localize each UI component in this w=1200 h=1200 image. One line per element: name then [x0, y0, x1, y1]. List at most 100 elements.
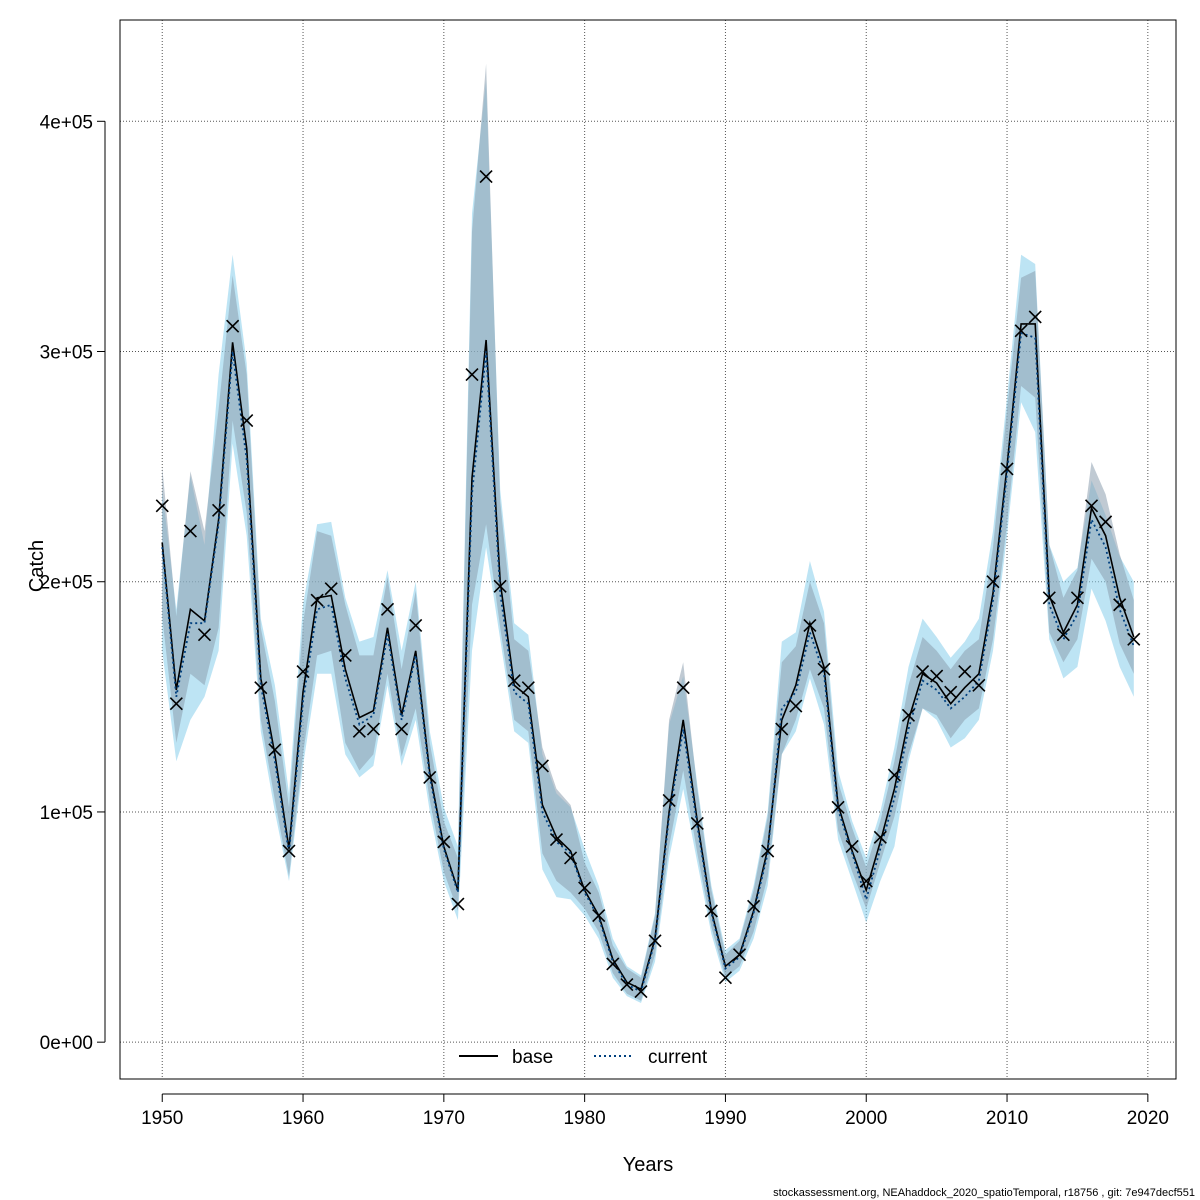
x-tick-label-1960: 1960 — [282, 1108, 324, 1129]
observed-marker-stroke-b — [887, 768, 901, 782]
observed-marker-stroke-b — [395, 722, 409, 736]
observed-marker-stroke-b — [1113, 598, 1127, 612]
observed-marker-1978 — [549, 833, 564, 847]
observed-marker-stroke-b — [634, 984, 648, 999]
observed-marker-2018 — [1113, 598, 1127, 612]
observed-marker-stroke-b — [620, 978, 634, 992]
x-tick-label-1950: 1950 — [141, 1108, 183, 1129]
observed-marker-1981 — [592, 908, 606, 923]
observed-marker-1966 — [380, 602, 395, 616]
legend: base current — [459, 1047, 708, 1068]
observed-marker-2014 — [1056, 628, 1070, 642]
observed-marker-1972 — [465, 367, 479, 382]
observed-marker-1951 — [169, 697, 183, 711]
observed-marker-stroke-b — [535, 759, 549, 773]
observed-marker-stroke-b — [240, 414, 254, 428]
observed-marker-2012 — [1028, 310, 1042, 324]
observed-marker-stroke-b — [817, 662, 831, 676]
observed-marker-1969 — [423, 770, 437, 784]
legend-base-label: base — [512, 1047, 553, 1068]
observed-marker-stroke-b — [197, 628, 212, 642]
observed-marker-2019 — [1127, 632, 1141, 646]
x-tick-label-2000: 2000 — [845, 1108, 887, 1129]
observed-marker-stroke-b — [310, 593, 324, 607]
footer-credit: stockassessment.org, NEAhaddock_2020_spa… — [773, 1187, 1195, 1199]
observed-marker-1998 — [831, 800, 845, 814]
observed-marker-stroke-b — [155, 499, 169, 513]
observed-marker-1999 — [845, 839, 859, 854]
y-tick-label-2: 2e+05 — [40, 573, 93, 594]
observed-marker-stroke-b — [338, 648, 352, 662]
observed-marker-1968 — [409, 618, 423, 633]
observed-marker-1961 — [310, 593, 324, 607]
observed-marker-1960 — [296, 664, 310, 679]
observed-marker-stroke-b — [1028, 310, 1042, 324]
observed-marker-2016 — [1084, 499, 1099, 513]
observed-marker-stroke-b — [944, 685, 958, 699]
observed-marker-1954 — [211, 503, 226, 517]
y-tick-label-0: 0e+00 — [40, 1033, 93, 1054]
observed-marker-1962 — [324, 582, 338, 596]
observed-marker-stroke-b — [845, 839, 859, 854]
observed-marker-2002 — [887, 768, 901, 782]
observed-marker-1975 — [507, 674, 521, 688]
observed-marker-stroke-b — [423, 770, 437, 784]
observed-marker-1984 — [634, 984, 648, 999]
observed-marker-2009 — [986, 575, 1000, 589]
observed-marker-stroke-b — [254, 681, 268, 695]
observed-marker-stroke-b — [761, 844, 775, 858]
observed-marker-1973 — [479, 169, 493, 184]
observed-marker-1985 — [648, 934, 662, 948]
observed-marker-1993 — [761, 844, 775, 858]
observed-marker-1955 — [226, 319, 240, 333]
observed-marker-stroke-b — [1099, 515, 1113, 529]
observed-marker-1964 — [352, 724, 366, 738]
observed-marker-1965 — [366, 722, 381, 736]
observed-marker-1977 — [535, 759, 549, 773]
observed-marker-1983 — [620, 978, 634, 992]
observed-marker-stroke-b — [1084, 499, 1099, 513]
series-lines — [161, 323, 1135, 993]
observed-marker-1967 — [395, 722, 409, 736]
observed-marker-stroke-b — [732, 948, 747, 962]
observed-marker-1980 — [578, 881, 592, 895]
x-tick-label-1990: 1990 — [704, 1108, 746, 1129]
x-tick-label-2020: 2020 — [1127, 1108, 1169, 1129]
observed-marker-stroke-b — [930, 669, 944, 683]
observed-marker-1958 — [268, 743, 282, 757]
observed-marker-stroke-b — [493, 579, 507, 593]
x-tick-label-1970: 1970 — [423, 1108, 465, 1129]
observed-marker-stroke-b — [718, 971, 733, 985]
observed-marker-stroke-b — [803, 618, 817, 633]
observed-marker-1988 — [690, 816, 704, 831]
observed-marker-stroke-b — [578, 881, 592, 895]
observed-marker-stroke-b — [915, 664, 930, 679]
observed-marker-1992 — [747, 899, 761, 913]
observed-marker-1976 — [521, 681, 535, 695]
observed-marker-1986 — [662, 793, 676, 808]
observed-marker-stroke-b — [1127, 632, 1141, 646]
observed-marker-stroke-b — [747, 899, 761, 913]
observed-marker-stroke-b — [1042, 591, 1056, 605]
observed-marker-stroke-b — [409, 618, 423, 633]
observed-marker-1994 — [775, 722, 789, 736]
observed-marker-2017 — [1099, 515, 1113, 529]
y-tick-label-4: 4e+05 — [40, 112, 93, 133]
observed-marker-stroke-b — [789, 699, 803, 713]
plot-frame — [119, 19, 1177, 1080]
observed-marker-stroke-b — [859, 874, 873, 888]
observed-marker-1996 — [803, 618, 817, 633]
y-axis-title: Catch — [26, 540, 48, 592]
observed-marker-stroke-b — [704, 904, 718, 918]
observed-marker-1990 — [718, 971, 733, 985]
axes: 1950 1960 1970 1980 1990 2000 2010 2020 0e+00 1e+… — [40, 112, 1169, 1129]
observed-marker-stroke-b — [648, 934, 662, 948]
observed-marker-stroke-b — [211, 503, 226, 517]
observed-marker-stroke-b — [676, 681, 690, 695]
observed-marker-1974 — [493, 579, 507, 593]
observed-marker-stroke-b — [1000, 462, 1014, 476]
observed-marker-stroke-b — [465, 367, 479, 382]
observed-marker-2008 — [972, 678, 986, 692]
observed-marker-1957 — [254, 681, 268, 695]
